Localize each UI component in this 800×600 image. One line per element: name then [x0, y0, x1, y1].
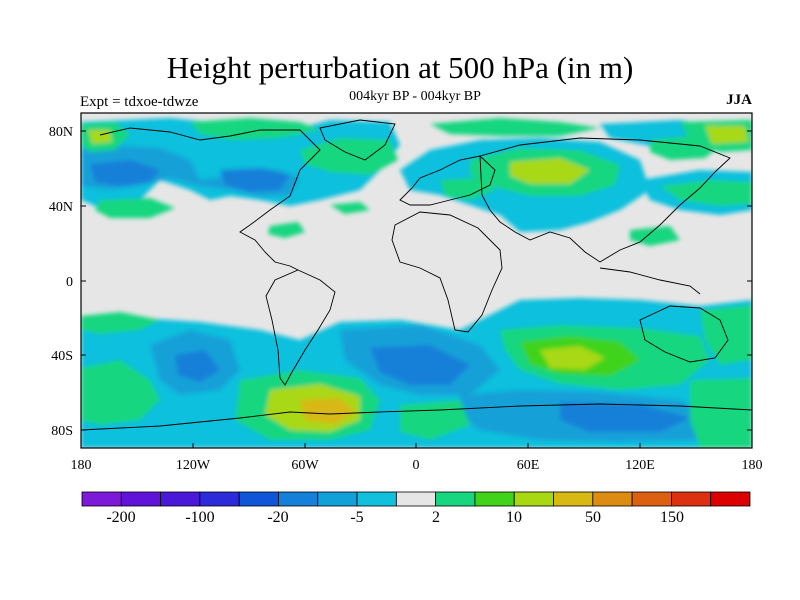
contour-pacific-green — [660, 180, 752, 206]
contour-sh-blue-pac-core — [175, 350, 220, 382]
lat-tick-label: 0 — [66, 275, 73, 290]
colorbar-box — [356, 491, 397, 507]
colorbar-box — [671, 491, 712, 507]
colorbar-box — [435, 491, 476, 507]
colorbar-box — [120, 491, 161, 507]
lon-tick-label: 120E — [625, 458, 655, 473]
contour-na-core2 — [220, 168, 290, 192]
colorbar-box — [199, 491, 240, 507]
colorbar-label: -100 — [185, 509, 214, 526]
colorbar-label: 2 — [432, 509, 440, 526]
contour-canada-green — [190, 118, 320, 140]
coast-europe — [399, 155, 496, 206]
colorbar-label: -200 — [106, 509, 135, 526]
contour-sh-green-west — [81, 312, 160, 334]
contour-sh-antarctic-green — [690, 378, 752, 448]
coast-greenland — [319, 119, 396, 161]
colorbar-label: -5 — [350, 509, 363, 526]
contour-na-outer — [81, 118, 400, 210]
coast-australia — [639, 305, 729, 363]
lon-tick-label: 180 — [71, 458, 92, 473]
colorbar: -200 -100 -20 -5 2 10 50 150 — [81, 491, 751, 526]
colorbar-box — [474, 491, 515, 507]
colorbar-box — [592, 491, 633, 507]
lat-tick-label: 40S — [51, 349, 73, 364]
lon-tick-label: 0 — [413, 458, 420, 473]
contour-green-midlat — [95, 198, 175, 218]
contour-sh-green-south — [81, 360, 160, 425]
coast-indonesia — [599, 267, 701, 295]
colorbar-box — [710, 491, 751, 507]
plot-subtitle: 004kyr BP - 004kyr BP — [349, 89, 481, 104]
colorbar-box — [317, 491, 358, 507]
lat-tick-label: 80N — [49, 125, 73, 140]
colorbar-label: 10 — [506, 509, 522, 526]
contour-sh-atlantic-core — [370, 345, 470, 385]
colorbar-box — [631, 491, 672, 507]
lon-tick-label: 180 — [742, 458, 763, 473]
lat-tick-label: 40N — [49, 200, 73, 215]
contour-greenland-green — [330, 202, 370, 214]
contour-northpac-lime — [705, 126, 748, 144]
lon-tick-label: 60E — [517, 458, 540, 473]
contour-atlantic-green — [300, 138, 398, 175]
colorbar-box — [160, 491, 201, 507]
contour-caribbean-green — [268, 222, 305, 238]
colorbar-label: 50 — [585, 509, 601, 526]
longitude-axis: 180 120W 60W 0 60E 120E 180 — [71, 443, 763, 473]
contour-na-core — [90, 160, 160, 186]
coast-africa — [391, 211, 503, 333]
coast-asia — [479, 137, 731, 263]
coastlines — [81, 119, 752, 431]
colorbar-box — [278, 491, 319, 507]
lon-tick-label: 60W — [291, 458, 319, 473]
plot-title: Height perturbation at 500 hPa (in m) — [166, 50, 634, 85]
contour-arctic-green — [430, 118, 600, 136]
colorbar-box — [238, 491, 279, 507]
experiment-label: Expt = tdxoe-tdwze — [80, 94, 199, 110]
lat-tick-label: 80S — [51, 424, 73, 439]
coast-north-america — [99, 127, 321, 271]
coast-antarctica — [81, 403, 752, 431]
contour-alaska-yellow — [88, 130, 112, 144]
latitude-axis: 80N 40N 0 40S 80S — [49, 125, 752, 439]
colorbar-label: 150 — [660, 509, 684, 526]
colorbar-boxes — [81, 491, 751, 507]
contour-fields — [81, 118, 752, 448]
colorbar-box — [395, 491, 437, 507]
lon-tick-label: 120W — [176, 458, 211, 473]
contour-eurasia-lime — [510, 158, 590, 184]
colorbar-box — [81, 491, 122, 507]
season-label: JJA — [726, 92, 752, 108]
contour-asia-green-small — [630, 226, 680, 246]
colorbar-label: -20 — [267, 509, 288, 526]
colorbar-box — [513, 491, 554, 507]
colorbar-box — [553, 491, 594, 507]
coast-south-america — [265, 269, 336, 386]
contour-sh-southern-yellow — [300, 398, 355, 424]
contour-sh-indian-yellow — [540, 346, 605, 370]
contour-sh-green-east2 — [400, 400, 470, 440]
contour-sh-antarctic-core — [560, 402, 690, 432]
